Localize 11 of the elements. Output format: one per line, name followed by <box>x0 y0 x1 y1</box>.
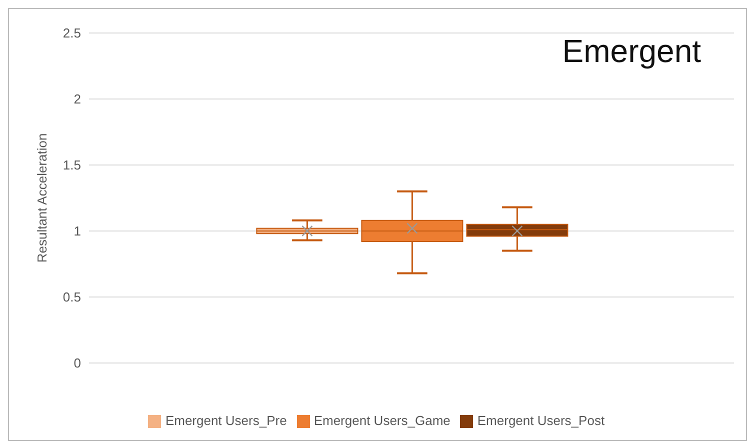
y-tick-label: 2.5 <box>62 26 81 41</box>
legend-label: Emergent Users_Game <box>314 412 450 428</box>
y-tick-label: 2 <box>74 92 81 107</box>
legend-label: Emergent Users_Pre <box>165 412 287 428</box>
legend-label: Emergent Users_Post <box>477 412 605 428</box>
y-tick-label: 1.5 <box>62 158 81 173</box>
chart-title: Emergent <box>562 33 701 70</box>
y-axis-title: Resultant Acceleration <box>34 133 50 263</box>
y-tick-label: 0.5 <box>62 290 81 305</box>
y-tick-label: 1 <box>74 224 81 239</box>
y-tick-label: 0 <box>74 356 81 371</box>
